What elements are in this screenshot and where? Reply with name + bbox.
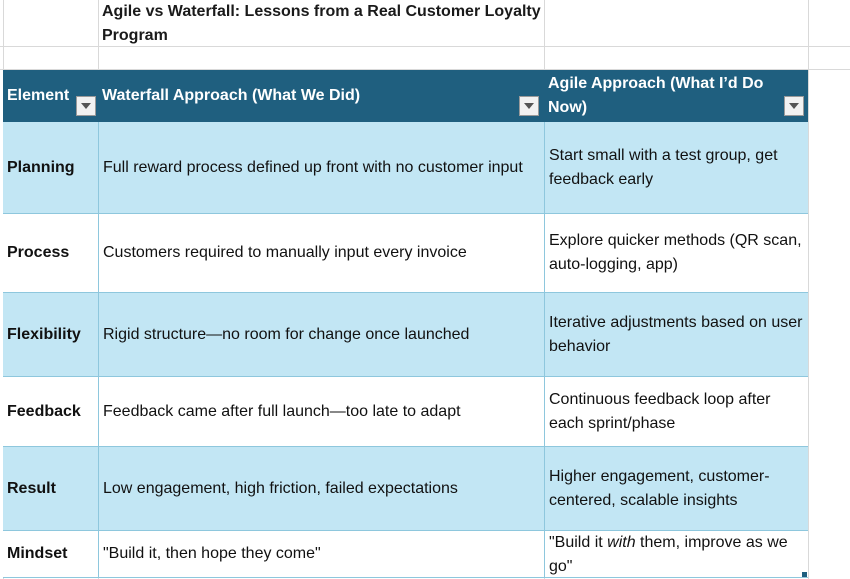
cell-waterfall[interactable]: Rigid structure—no room for change once … xyxy=(98,293,544,376)
table-row: Planning Full reward process defined up … xyxy=(3,122,808,214)
cell-agile[interactable]: Higher engagement, customer-centered, sc… xyxy=(544,447,808,530)
table-row: Result Low engagement, high friction, fa… xyxy=(3,447,808,531)
header-waterfall[interactable]: Waterfall Approach (What We Did) xyxy=(98,70,544,122)
cell-element[interactable]: Mindset xyxy=(3,531,98,577)
cell-waterfall[interactable]: Customers required to manually input eve… xyxy=(98,214,544,292)
table-row: Mindset "Build it, then hope they come" … xyxy=(3,531,808,578)
table-row: Flexibility Rigid structure—no room for … xyxy=(3,293,808,377)
header-waterfall-label: Waterfall Approach (What We Did) xyxy=(102,84,360,108)
table-header-row: Element Waterfall Approach (What We Did)… xyxy=(3,70,808,122)
cell-waterfall[interactable]: Low engagement, high friction, failed ex… xyxy=(98,447,544,530)
table-row: Process Customers required to manually i… xyxy=(3,214,808,293)
filter-dropdown-element[interactable] xyxy=(76,96,96,116)
filter-dropdown-agile[interactable] xyxy=(784,96,804,116)
cell-element[interactable]: Process xyxy=(3,214,98,292)
header-element-label: Element xyxy=(7,84,69,108)
gridline xyxy=(808,0,809,579)
cell-agile[interactable]: Start small with a test group, get feedb… xyxy=(544,122,808,213)
cell-agile[interactable]: Continuous feedback loop after each spri… xyxy=(544,377,808,446)
header-agile-label: Agile Approach (What I’d Do Now) xyxy=(548,72,804,120)
header-agile[interactable]: Agile Approach (What I’d Do Now) xyxy=(544,70,808,122)
agile-mindset-text: "Build it with them, improve as we go" xyxy=(549,531,804,577)
agile-text-emphasis: with xyxy=(607,534,635,551)
cell-element[interactable]: Flexibility xyxy=(3,293,98,376)
chevron-down-icon xyxy=(524,103,534,109)
chevron-down-icon xyxy=(789,103,799,109)
table-resize-handle[interactable] xyxy=(802,572,807,577)
cell-agile[interactable]: Explore quicker methods (QR scan, auto-l… xyxy=(544,214,808,292)
agile-text-before: "Build it xyxy=(549,534,607,551)
cell-waterfall[interactable]: Feedback came after full launch—too late… xyxy=(98,377,544,446)
table-row: Feedback Feedback came after full launch… xyxy=(3,377,808,447)
cell-waterfall[interactable]: Full reward process defined up front wit… xyxy=(98,122,544,213)
cell-element[interactable]: Planning xyxy=(3,122,98,213)
sheet-title[interactable]: Agile vs Waterfall: Lessons from a Real … xyxy=(102,0,542,48)
cell-waterfall[interactable]: "Build it, then hope they come" xyxy=(98,531,544,577)
cell-element[interactable]: Feedback xyxy=(3,377,98,446)
cell-element[interactable]: Result xyxy=(3,447,98,530)
cell-agile[interactable]: Iterative adjustments based on user beha… xyxy=(544,293,808,376)
filter-dropdown-waterfall[interactable] xyxy=(519,96,539,116)
chevron-down-icon xyxy=(81,103,91,109)
cell-agile[interactable]: "Build it with them, improve as we go" xyxy=(544,531,808,577)
